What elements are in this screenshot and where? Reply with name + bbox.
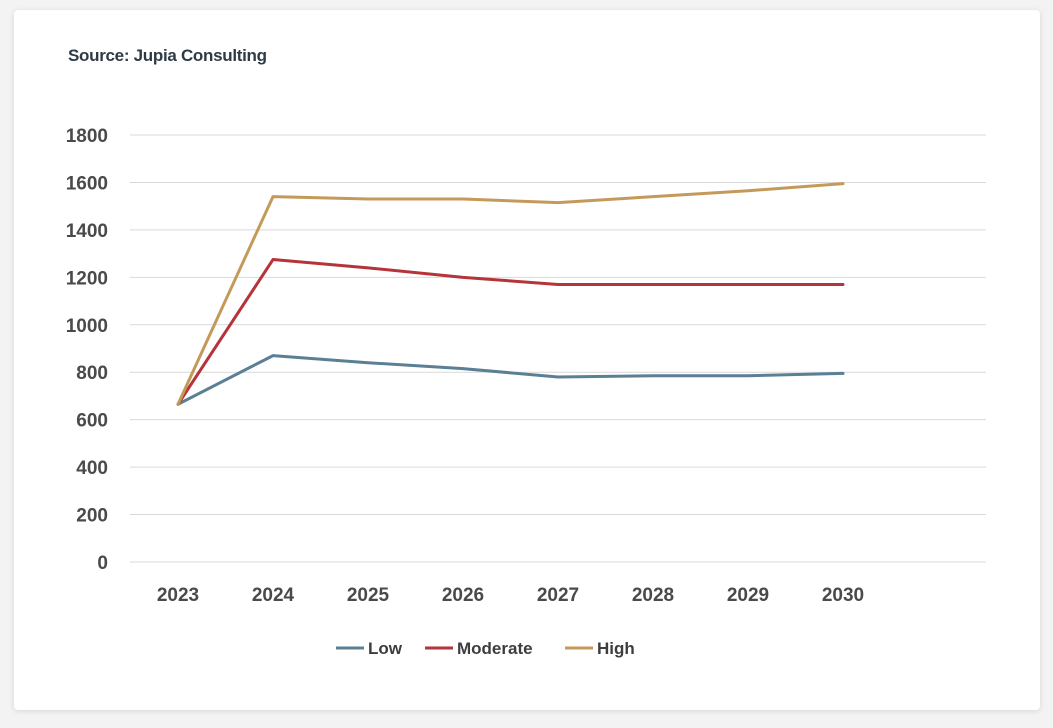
- x-tick-label: 2027: [537, 585, 579, 606]
- y-tick-label: 200: [76, 506, 108, 527]
- series-line-moderate: [176, 258, 845, 406]
- series-lines: [176, 182, 845, 406]
- legend-label-low: Low: [368, 639, 403, 658]
- x-tick-label: 2026: [442, 585, 484, 606]
- x-tick-label: 2030: [822, 585, 864, 606]
- y-tick-label: 1200: [66, 268, 108, 289]
- legend-label-moderate: Moderate: [457, 639, 533, 658]
- y-tick-label: 400: [76, 458, 108, 479]
- x-axis-ticks: 2023 2024 2025 2026 2027 2028 2029 2030: [157, 585, 864, 606]
- y-tick-label: 1800: [66, 126, 108, 147]
- series-line-low: [176, 354, 845, 406]
- x-tick-label: 2024: [252, 585, 295, 606]
- x-tick-label: 2023: [157, 585, 199, 606]
- y-tick-label: 600: [76, 411, 108, 432]
- y-tick-label: 0: [97, 553, 108, 574]
- y-tick-label: 800: [76, 363, 108, 384]
- x-tick-label: 2029: [727, 585, 769, 606]
- y-tick-label: 1000: [66, 316, 108, 337]
- source-note: Source: Jupia Consulting: [68, 46, 267, 65]
- y-axis-ticks: 0 200 400 600 800 1000 1200 1400 1600 1800: [66, 126, 108, 574]
- legend: Low Moderate High: [336, 639, 635, 658]
- x-tick-label: 2025: [347, 585, 390, 606]
- series-line-high: [176, 182, 845, 406]
- chart-card: Source: Jupia Consulting: [14, 10, 1040, 710]
- legend-label-high: High: [597, 639, 635, 658]
- x-tick-label: 2028: [632, 585, 674, 606]
- y-tick-label: 1400: [66, 221, 108, 242]
- y-tick-label: 1600: [66, 173, 108, 194]
- grid-lines: [130, 134, 986, 563]
